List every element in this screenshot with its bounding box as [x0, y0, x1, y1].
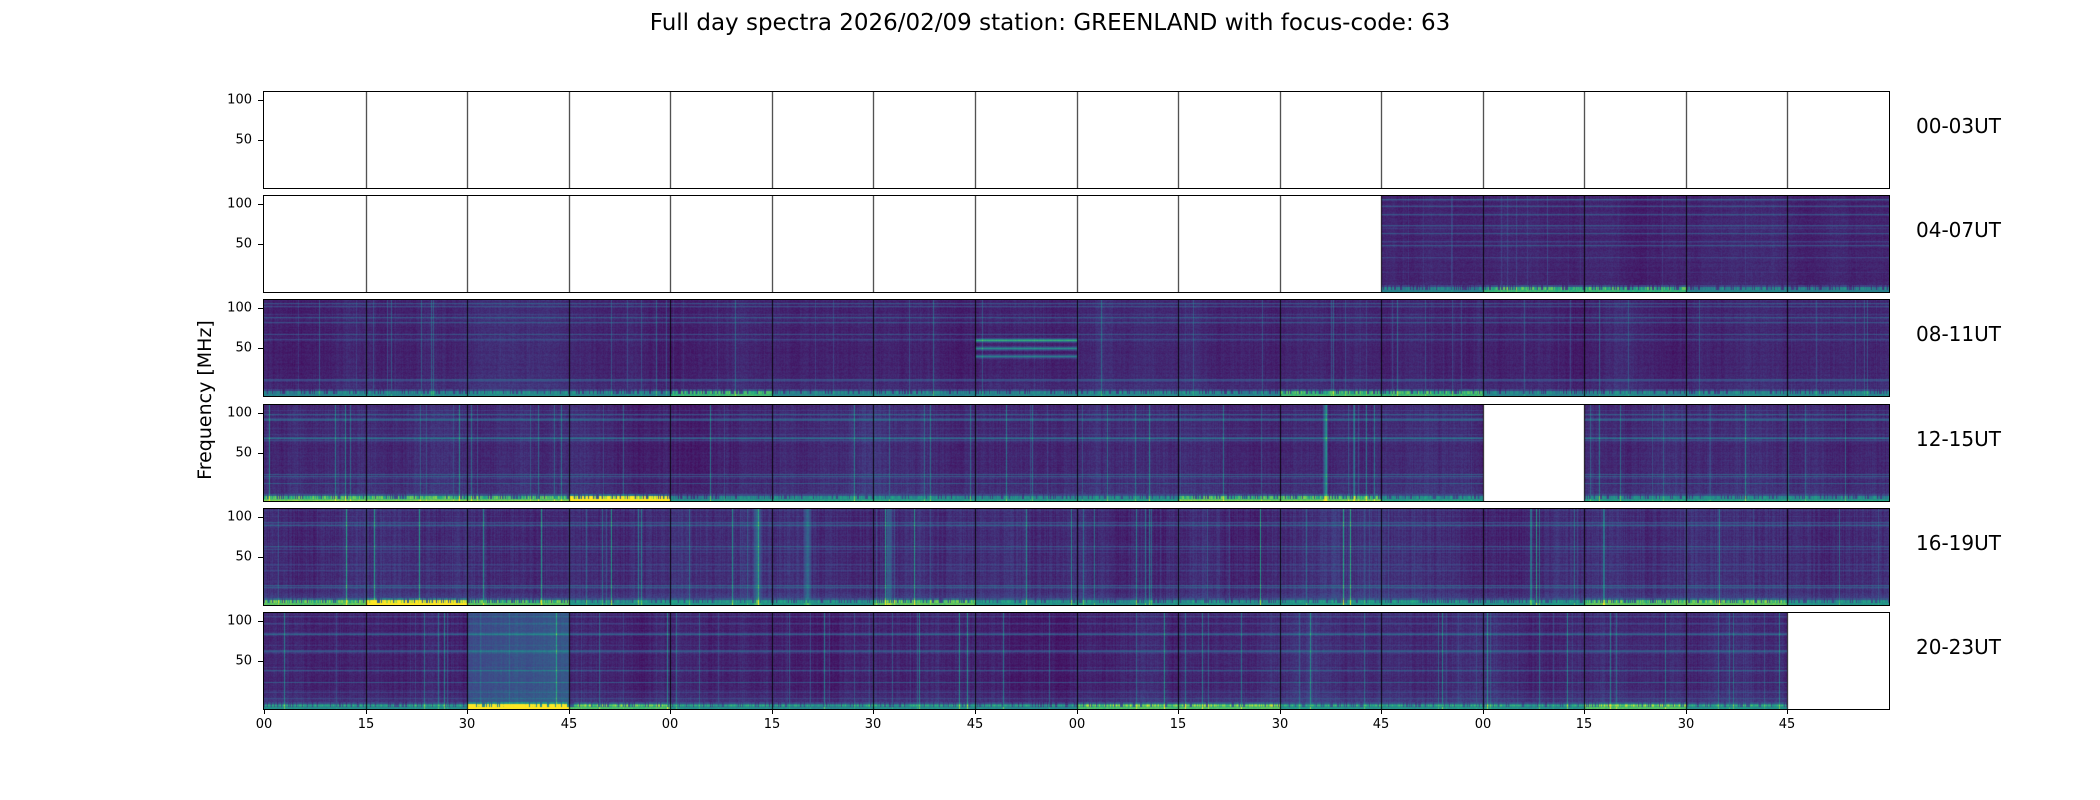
spectrogram-canvas — [264, 196, 1889, 292]
row-label: 00-03UT — [1916, 114, 2001, 138]
x-tick-mark — [670, 709, 671, 714]
x-tick-mark — [873, 709, 874, 714]
y-tick-mark — [258, 557, 263, 558]
spectrogram-row — [263, 91, 1890, 189]
y-tick-mark — [258, 140, 263, 141]
spectrogram-canvas — [264, 300, 1889, 396]
x-tick-label: 45 — [1372, 717, 1390, 732]
x-tick-mark — [975, 709, 976, 714]
y-tick-label: 100 — [227, 613, 252, 629]
y-tick-mark — [258, 453, 263, 454]
x-tick-label: 30 — [864, 717, 882, 732]
y-tick-mark — [258, 100, 263, 101]
x-tick-label: 00 — [1474, 717, 1492, 732]
x-tick-mark — [1787, 709, 1788, 714]
x-tick-label: 00 — [661, 717, 679, 732]
x-tick-mark — [1178, 709, 1179, 714]
y-tick-mark — [258, 244, 263, 245]
x-tick-mark — [1280, 709, 1281, 714]
x-tick-mark — [264, 709, 265, 714]
spectrogram-row — [263, 299, 1890, 397]
row-label: 12-15UT — [1916, 427, 2001, 451]
y-tick-mark — [258, 621, 263, 622]
row-label: 16-19UT — [1916, 531, 2001, 555]
y-tick-label: 50 — [235, 340, 252, 356]
x-tick-mark — [366, 709, 367, 714]
x-tick-mark — [772, 709, 773, 714]
x-tick-mark — [1483, 709, 1484, 714]
x-tick-label: 45 — [560, 717, 578, 732]
x-tick-mark — [1381, 709, 1382, 714]
x-tick-label: 00 — [255, 717, 273, 732]
y-tick-label: 100 — [227, 509, 252, 525]
y-tick-mark — [258, 661, 263, 662]
x-tick-label: 15 — [763, 717, 781, 732]
y-tick-label: 50 — [235, 236, 252, 252]
x-tick-mark — [569, 709, 570, 714]
y-tick-mark — [258, 348, 263, 349]
y-tick-mark — [258, 413, 263, 414]
x-tick-label: 30 — [458, 717, 476, 732]
x-tick-mark — [467, 709, 468, 714]
spectrogram-row — [263, 404, 1890, 502]
spectrogram-row — [263, 508, 1890, 606]
x-tick-label: 45 — [966, 717, 984, 732]
x-tick-label: 45 — [1778, 717, 1796, 732]
spectrogram-row — [263, 612, 1890, 710]
x-tick-mark — [1077, 709, 1078, 714]
x-tick-label: 15 — [1169, 717, 1187, 732]
x-tick-mark — [1686, 709, 1687, 714]
spectrogram-row — [263, 195, 1890, 293]
x-tick-label: 30 — [1271, 717, 1289, 732]
y-tick-label: 50 — [235, 445, 252, 461]
y-tick-label: 50 — [235, 653, 252, 669]
row-label: 04-07UT — [1916, 218, 2001, 242]
spectrogram-canvas — [264, 405, 1889, 501]
spectrogram-canvas — [264, 509, 1889, 605]
x-tick-label: 15 — [357, 717, 375, 732]
y-tick-label: 50 — [235, 549, 252, 565]
y-tick-label: 100 — [227, 92, 252, 108]
x-tick-label: 30 — [1677, 717, 1695, 732]
y-tick-mark — [258, 204, 263, 205]
row-label: 08-11UT — [1916, 322, 2001, 346]
y-tick-mark — [258, 517, 263, 518]
y-tick-label: 100 — [227, 405, 252, 421]
chart-title: Full day spectra 2026/02/09 station: GRE… — [649, 10, 1451, 36]
x-tick-label: 00 — [1068, 717, 1086, 732]
spectrogram-canvas — [264, 92, 1889, 188]
x-tick-label: 15 — [1575, 717, 1593, 732]
y-tick-label: 50 — [235, 132, 252, 148]
row-label: 20-23UT — [1916, 635, 2001, 659]
spectrogram-canvas — [264, 613, 1889, 709]
y-tick-label: 100 — [227, 196, 252, 212]
y-tick-mark — [258, 308, 263, 309]
x-tick-mark — [1584, 709, 1585, 714]
y-tick-label: 100 — [227, 300, 252, 316]
